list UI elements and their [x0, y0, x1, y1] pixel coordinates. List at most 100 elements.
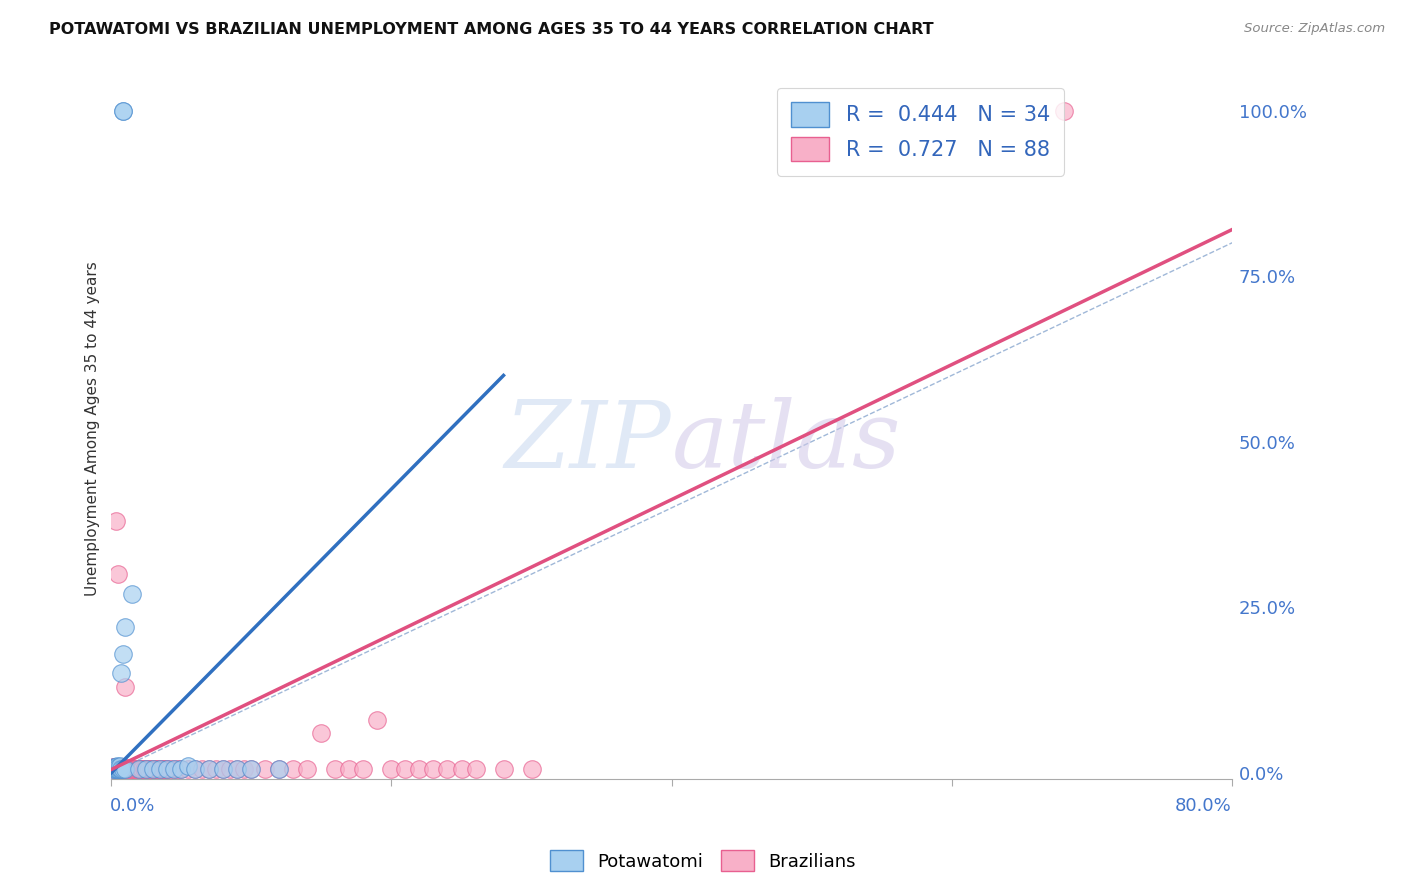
Point: [450, 763, 472, 777]
Point: [177, 763, 200, 777]
Point: [226, 763, 249, 777]
Point: [149, 763, 172, 777]
Point: [311, 726, 333, 740]
Point: [105, 760, 128, 774]
Point: [107, 763, 129, 777]
Point: [132, 763, 155, 777]
Point: [121, 587, 143, 601]
Text: POTAWATOMI VS BRAZILIAN UNEMPLOYMENT AMONG AGES 35 TO 44 YEARS CORRELATION CHART: POTAWATOMI VS BRAZILIAN UNEMPLOYMENT AMO…: [49, 22, 934, 37]
Point: [128, 763, 150, 777]
Point: [101, 760, 124, 774]
Point: [198, 763, 221, 777]
Point: [112, 763, 135, 777]
Point: [103, 763, 125, 777]
Point: [380, 763, 402, 777]
Point: [103, 763, 125, 777]
Point: [163, 763, 186, 777]
Point: [120, 763, 142, 777]
Point: [297, 763, 319, 777]
Point: [141, 763, 163, 777]
Point: [115, 763, 138, 777]
Point: [103, 760, 125, 774]
Point: [111, 647, 134, 661]
Point: [240, 763, 263, 777]
Point: [283, 763, 305, 777]
Point: [148, 763, 170, 777]
Point: [170, 763, 193, 777]
Point: [269, 763, 291, 777]
Text: 0.0%: 0.0%: [110, 797, 156, 815]
Point: [155, 763, 177, 777]
Point: [170, 763, 193, 777]
Point: [118, 763, 141, 777]
Point: [128, 763, 150, 777]
Point: [104, 760, 127, 774]
Point: [269, 763, 291, 777]
Point: [339, 763, 361, 777]
Point: [114, 680, 136, 694]
Point: [110, 760, 132, 774]
Point: [114, 763, 136, 777]
Point: [191, 763, 214, 777]
Point: [142, 763, 165, 777]
Point: [325, 763, 347, 777]
Point: [149, 763, 172, 777]
Point: [184, 763, 207, 777]
Point: [254, 763, 277, 777]
Point: [108, 763, 131, 777]
Legend: Potawatomi, Brazilians: Potawatomi, Brazilians: [543, 843, 863, 879]
Legend: R =  0.444   N = 34, R =  0.727   N = 88: R = 0.444 N = 34, R = 0.727 N = 88: [778, 87, 1064, 176]
Point: [129, 763, 152, 777]
Point: [136, 763, 159, 777]
Point: [150, 763, 173, 777]
Point: [125, 763, 148, 777]
Point: [104, 760, 127, 774]
Point: [165, 763, 187, 777]
Point: [111, 763, 134, 777]
Point: [104, 763, 127, 777]
Point: [226, 763, 249, 777]
Point: [184, 763, 207, 777]
Point: [101, 763, 124, 777]
Point: [177, 759, 200, 773]
Point: [135, 763, 157, 777]
Point: [107, 567, 129, 582]
Point: [101, 763, 124, 777]
Point: [1053, 103, 1076, 118]
Point: [114, 763, 136, 777]
Point: [111, 763, 134, 777]
Text: ZIP: ZIP: [505, 398, 672, 487]
Text: atlas: atlas: [672, 398, 901, 487]
Point: [139, 763, 162, 777]
Point: [127, 763, 149, 777]
Point: [122, 763, 145, 777]
Point: [108, 760, 131, 774]
Point: [156, 763, 179, 777]
Point: [111, 103, 134, 118]
Point: [408, 763, 430, 777]
Point: [103, 760, 125, 774]
Point: [110, 763, 132, 777]
Point: [111, 760, 134, 774]
Point: [105, 763, 128, 777]
Point: [105, 763, 128, 777]
Point: [520, 763, 543, 777]
Point: [135, 763, 157, 777]
Point: [464, 763, 486, 777]
Point: [153, 763, 176, 777]
Point: [436, 763, 458, 777]
Point: [422, 763, 444, 777]
Point: [233, 763, 256, 777]
Point: [117, 763, 139, 777]
Point: [394, 763, 416, 777]
Point: [105, 759, 128, 773]
Point: [146, 763, 169, 777]
Point: [143, 763, 166, 777]
Point: [198, 763, 221, 777]
Point: [152, 763, 174, 777]
Point: [112, 760, 135, 774]
Text: Source: ZipAtlas.com: Source: ZipAtlas.com: [1244, 22, 1385, 36]
Point: [353, 763, 375, 777]
Point: [162, 763, 184, 777]
Point: [108, 763, 131, 777]
